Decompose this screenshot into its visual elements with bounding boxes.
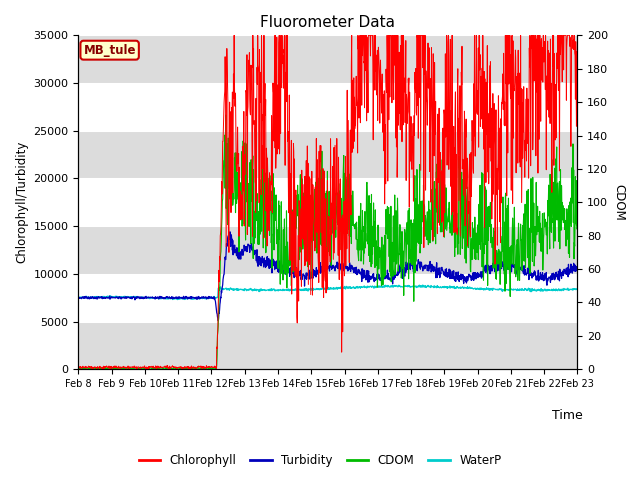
Legend: Chlorophyll, Turbidity, CDOM, WaterP: Chlorophyll, Turbidity, CDOM, WaterP: [134, 449, 506, 472]
Text: MB_tule: MB_tule: [83, 44, 136, 57]
Bar: [79, 322, 577, 369]
X-axis label: Time: Time: [552, 409, 583, 422]
Y-axis label: Chlorophyll/Turbidity: Chlorophyll/Turbidity: [15, 141, 28, 264]
Bar: [79, 226, 577, 274]
Bar: [79, 131, 577, 179]
Y-axis label: CDOM: CDOM: [612, 184, 625, 221]
Bar: [79, 36, 577, 83]
Title: Fluorometer Data: Fluorometer Data: [260, 15, 396, 30]
